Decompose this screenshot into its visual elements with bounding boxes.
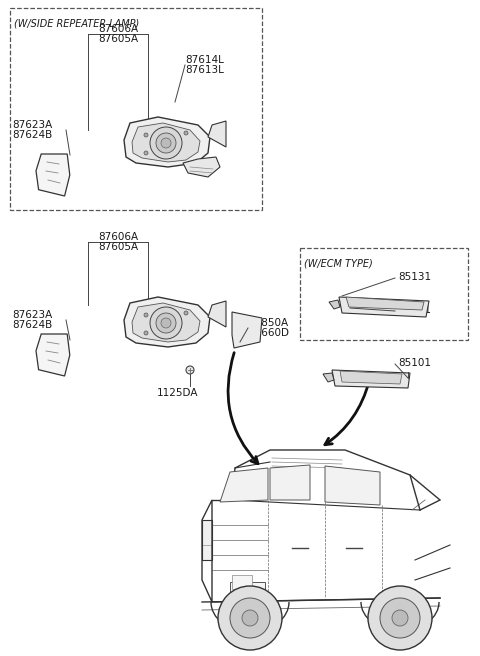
Polygon shape xyxy=(124,297,210,347)
Text: 87605A: 87605A xyxy=(98,34,138,44)
Polygon shape xyxy=(183,157,220,177)
Polygon shape xyxy=(339,297,429,317)
Text: 85131: 85131 xyxy=(398,272,431,282)
Polygon shape xyxy=(323,373,334,382)
Polygon shape xyxy=(270,465,310,500)
Polygon shape xyxy=(36,334,70,376)
Bar xyxy=(300,248,468,340)
Polygon shape xyxy=(340,371,402,384)
Circle shape xyxy=(184,311,188,315)
Text: 87660D: 87660D xyxy=(248,328,289,338)
Bar xyxy=(202,520,212,560)
Polygon shape xyxy=(346,297,424,310)
Polygon shape xyxy=(325,466,380,505)
Polygon shape xyxy=(232,312,262,348)
Text: 85101: 85101 xyxy=(398,305,431,315)
Circle shape xyxy=(230,598,270,638)
Polygon shape xyxy=(208,121,226,147)
Circle shape xyxy=(186,366,194,374)
Circle shape xyxy=(161,138,171,148)
Circle shape xyxy=(380,598,420,638)
Polygon shape xyxy=(208,301,226,327)
Polygon shape xyxy=(220,468,268,502)
Bar xyxy=(10,8,262,210)
Circle shape xyxy=(161,318,171,328)
Circle shape xyxy=(144,331,148,335)
Polygon shape xyxy=(132,303,200,342)
Text: (W/SIDE REPEATER LAMP): (W/SIDE REPEATER LAMP) xyxy=(14,19,139,29)
Bar xyxy=(230,582,265,600)
Text: 87606A: 87606A xyxy=(98,24,138,34)
Text: 87623A: 87623A xyxy=(12,310,52,320)
Text: 87623A: 87623A xyxy=(12,120,52,130)
Circle shape xyxy=(156,133,176,153)
Circle shape xyxy=(242,610,258,626)
Circle shape xyxy=(144,313,148,317)
Polygon shape xyxy=(132,123,200,162)
Circle shape xyxy=(144,133,148,137)
Text: 85101: 85101 xyxy=(398,358,431,368)
Circle shape xyxy=(156,313,176,333)
Text: 87850A: 87850A xyxy=(248,318,288,328)
Circle shape xyxy=(150,307,182,339)
Text: 87605A: 87605A xyxy=(98,242,138,252)
Text: 87624B: 87624B xyxy=(12,320,52,330)
Polygon shape xyxy=(329,300,340,309)
Text: 87613L: 87613L xyxy=(185,65,224,75)
Bar xyxy=(232,575,252,589)
Text: 87624B: 87624B xyxy=(12,130,52,140)
Polygon shape xyxy=(36,154,70,196)
Circle shape xyxy=(144,151,148,155)
Circle shape xyxy=(392,610,408,626)
Polygon shape xyxy=(332,370,410,388)
Text: 1125DA: 1125DA xyxy=(157,388,199,398)
Circle shape xyxy=(184,131,188,135)
Text: 87614L: 87614L xyxy=(185,55,224,65)
Polygon shape xyxy=(124,117,210,167)
Circle shape xyxy=(368,586,432,650)
Circle shape xyxy=(218,586,282,650)
Circle shape xyxy=(150,127,182,159)
Text: 87606A: 87606A xyxy=(98,232,138,242)
Text: (W/ECM TYPE): (W/ECM TYPE) xyxy=(304,259,373,269)
